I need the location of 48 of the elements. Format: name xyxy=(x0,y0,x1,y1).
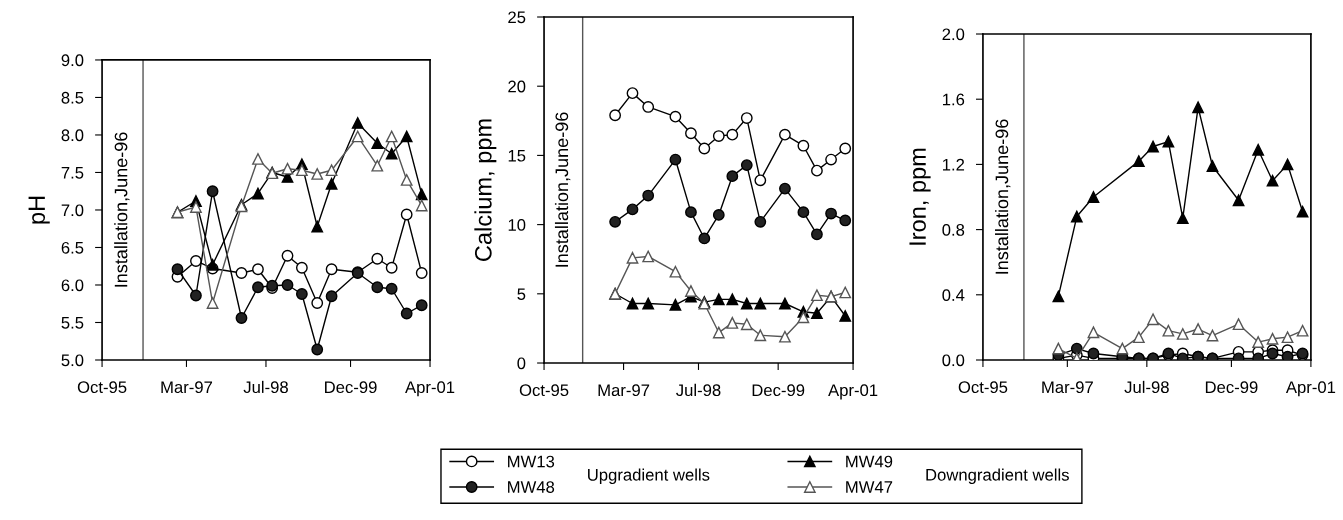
y-tick-label: 1.2 xyxy=(942,158,965,171)
y-tick-label: 7.0 xyxy=(61,204,84,217)
legend-label: MW13 xyxy=(508,455,555,468)
x-tick-label: Apr-01 xyxy=(1285,381,1336,397)
x-tick-label: Mar-97 xyxy=(1042,381,1093,394)
y-tick-label: 0.4 xyxy=(942,289,965,301)
y-tick-label: 5 xyxy=(517,288,526,301)
x-tick-label: Jul-98 xyxy=(1124,380,1169,394)
y-tick-label: 0 xyxy=(517,357,526,370)
y-tick-label: 0.8 xyxy=(942,224,965,236)
y-tick-label: 8.5 xyxy=(61,91,84,104)
x-tick-label: Oct-95 xyxy=(77,381,127,394)
x-tick-label: Dec-99 xyxy=(325,381,377,394)
text: Upgradient wells xyxy=(588,468,710,485)
y-tick-label: 7.5 xyxy=(61,167,84,179)
ref-line-label: Installation,June-96 xyxy=(114,132,130,287)
x-tick-label: Mar-97 xyxy=(161,381,213,394)
y-axis-title: Iron, ppm xyxy=(909,148,931,245)
x-tick-label: Mar-97 xyxy=(598,384,650,397)
y-tick-label: 6.5 xyxy=(61,241,84,254)
legend-label: MW47 xyxy=(846,481,893,493)
legend-label: MW49 xyxy=(846,455,893,468)
y-tick-label: 8.0 xyxy=(61,129,84,142)
x-tick-label: Dec-99 xyxy=(1205,381,1258,394)
x-tick-label: Jul-98 xyxy=(676,383,721,397)
y-tick-label: 9.0 xyxy=(61,54,84,67)
y-tick-label: 5.0 xyxy=(61,354,84,367)
y-axis-title: pH xyxy=(28,196,50,224)
y-tick-label: 10 xyxy=(508,219,526,231)
y-tick-label: 2.0 xyxy=(942,28,965,41)
ref-line-label: Installation,June-96 xyxy=(995,119,1011,274)
x-tick-label: Apr-01 xyxy=(828,384,878,400)
x-tick-label: Oct-95 xyxy=(958,381,1008,394)
x-tick-label: Jul-98 xyxy=(243,380,288,394)
x-tick-label: Dec-99 xyxy=(752,384,805,397)
y-tick-label: 15 xyxy=(508,149,526,162)
y-tick-label: 20 xyxy=(508,80,526,93)
y-tick-label: 1.6 xyxy=(942,93,965,106)
y-tick-label: 25 xyxy=(508,11,526,24)
y-tick-label: 5.5 xyxy=(61,317,84,329)
y-axis-title: Calcium, ppm xyxy=(474,119,497,261)
y-tick-label: 6.0 xyxy=(61,279,84,292)
x-tick-label: Apr-01 xyxy=(405,381,455,397)
legend-label: MW48 xyxy=(508,481,555,493)
x-tick-label: Oct-95 xyxy=(519,384,569,397)
text: Downgradient wells xyxy=(926,468,1069,485)
y-tick-label: 0.0 xyxy=(942,354,965,367)
ref-line-label: Installation,June-96 xyxy=(554,112,571,267)
